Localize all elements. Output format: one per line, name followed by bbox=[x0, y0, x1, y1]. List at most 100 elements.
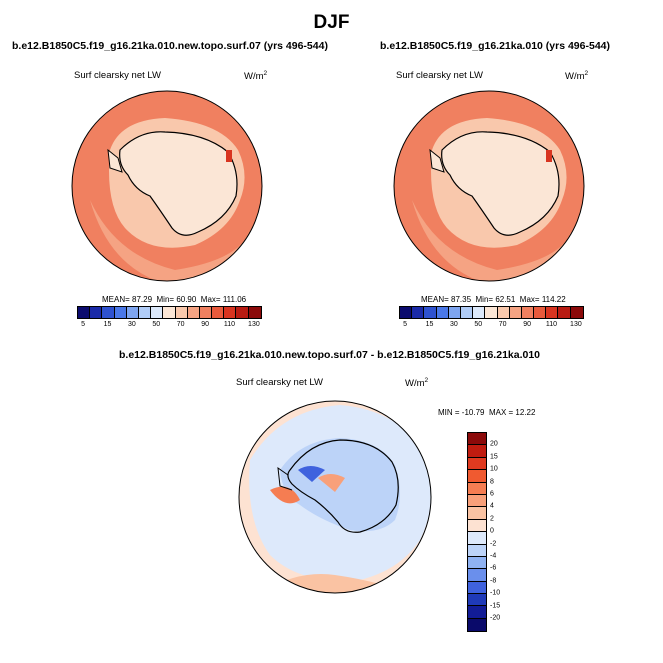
panel2-min: 62.51 bbox=[495, 295, 516, 304]
colorbar-tick-label: 15 bbox=[425, 321, 434, 328]
colorbar-tick-label: 6 bbox=[490, 490, 494, 498]
panel2-peninsula bbox=[429, 148, 445, 173]
colorbar-swatch bbox=[473, 307, 486, 318]
colorbar-tick-label: 70 bbox=[498, 321, 507, 328]
colorbar-swatch bbox=[212, 307, 225, 318]
colorbar-swatch bbox=[468, 569, 486, 582]
colorbar-tick-label: 5 bbox=[403, 321, 408, 328]
main-title: DJF bbox=[313, 12, 350, 33]
colorbar-swatch bbox=[509, 307, 522, 318]
colorbar-swatch bbox=[485, 307, 498, 318]
panel3-positive-spot bbox=[318, 474, 345, 492]
panel1-max-spot bbox=[226, 150, 232, 162]
colorbar-swatch bbox=[558, 307, 571, 318]
colorbar-swatch bbox=[468, 618, 486, 632]
colorbar-tick-label: -15 bbox=[490, 602, 501, 610]
panel2-band bbox=[412, 200, 572, 281]
panel1-map-border bbox=[71, 90, 263, 282]
panel1-title: b.e12.B1850C5.f19_g16.21ka.010.new.topo.… bbox=[12, 40, 328, 52]
colorbar-swatch bbox=[468, 581, 486, 595]
colorbar-swatch bbox=[78, 307, 91, 318]
panel1-stats: MEAN= 87.29 Min= 60.90 Max= 111.06 bbox=[102, 295, 247, 304]
colorbar-swatch bbox=[468, 594, 486, 607]
colorbar-swatch bbox=[448, 307, 461, 318]
colorbar-swatch bbox=[570, 307, 583, 318]
panel1-band bbox=[90, 200, 250, 281]
panel3-map-border bbox=[238, 400, 432, 594]
colorbar-tick-label: 130 bbox=[248, 321, 260, 328]
panel3-max: 12.22 bbox=[515, 408, 536, 417]
colorbar-swatch bbox=[468, 507, 486, 520]
colorbar-tick-label: 90 bbox=[523, 321, 531, 328]
panel1-peninsula bbox=[107, 148, 123, 173]
panel1-antarctica bbox=[119, 131, 238, 236]
colorbar-swatch bbox=[468, 606, 486, 619]
colorbar-tick-label: 30 bbox=[449, 321, 458, 328]
panel2-max-spot bbox=[546, 150, 552, 162]
colorbar-swatch bbox=[126, 307, 139, 318]
colorbar-tick-label: -8 bbox=[490, 577, 497, 585]
colorbar-swatch bbox=[521, 307, 535, 318]
panel3-min: -10.79 bbox=[461, 408, 485, 417]
panel2-colorbar-ticks: 5 15 30 50 70 90 110 130 bbox=[399, 321, 582, 331]
panel3-colorbar-ticks: 20 15 10 8 6 4 2 0 -2 -4 -6 -8 -10 -15 -20 bbox=[490, 432, 520, 632]
panel1-max: 111.06 bbox=[222, 295, 247, 304]
colorbar-swatch bbox=[236, 307, 249, 318]
panel3-title: b.e12.B1850C5.f19_g16.21ka.010.new.topo.… bbox=[119, 349, 541, 361]
colorbar-swatch bbox=[468, 519, 486, 533]
colorbar-swatch bbox=[546, 307, 559, 318]
colorbar-swatch bbox=[468, 544, 486, 557]
colorbar-tick-label: 50 bbox=[474, 321, 483, 328]
colorbar-swatch bbox=[163, 307, 176, 318]
colorbar-tick-label: 15 bbox=[490, 453, 498, 461]
colorbar-tick-label: 2 bbox=[490, 515, 494, 523]
colorbar-tick-label: 70 bbox=[176, 321, 185, 328]
panel1-min: 60.90 bbox=[176, 295, 197, 304]
colorbar-swatch bbox=[436, 307, 449, 318]
colorbar-swatch bbox=[497, 307, 510, 318]
colorbar-swatch bbox=[534, 307, 547, 318]
colorbar-tick-label: 10 bbox=[490, 465, 498, 473]
colorbar-swatch bbox=[199, 307, 213, 318]
colorbar-tick-label: -20 bbox=[490, 614, 501, 622]
panel3-peninsula-outline bbox=[277, 466, 293, 491]
panel1-units: W/m2 bbox=[244, 70, 268, 83]
colorbar-swatch bbox=[187, 307, 200, 318]
panel3-variable-label: Surf clearsky net LW bbox=[236, 377, 323, 388]
colorbar-swatch bbox=[468, 494, 486, 508]
panel3-stats: MIN = -10.79 MAX = 12.22 bbox=[438, 408, 536, 417]
panel2-max: 114.22 bbox=[541, 295, 566, 304]
panel2-stats: MEAN= 87.35 Min= 62.51 Max= 114.22 bbox=[421, 295, 566, 304]
colorbar-swatch bbox=[90, 307, 103, 318]
colorbar-swatch bbox=[468, 532, 486, 545]
panel1-colorbar bbox=[77, 306, 262, 319]
colorbar-tick-label: 0 bbox=[490, 527, 494, 535]
panel2-title: b.e12.B1850C5.f19_g16.21ka.010 (yrs 496-… bbox=[380, 40, 610, 52]
panel2-colorbar bbox=[399, 306, 584, 319]
colorbar-tick-label: -10 bbox=[490, 589, 501, 597]
panel2-map-border bbox=[393, 90, 585, 282]
colorbar-tick-label: 20 bbox=[490, 440, 498, 448]
panel2-mean: 87.35 bbox=[451, 295, 472, 304]
panel3-antarctica-outline bbox=[287, 439, 399, 533]
panel3-colorbar bbox=[467, 432, 487, 633]
panel3-south-band bbox=[265, 574, 400, 593]
panel3-units: W/m2 bbox=[405, 377, 429, 390]
panel3-max-spot bbox=[270, 486, 300, 504]
colorbar-swatch bbox=[468, 470, 486, 483]
colorbar-swatch bbox=[468, 445, 486, 458]
colorbar-tick-label: 110 bbox=[223, 321, 236, 328]
colorbar-tick-label: -4 bbox=[490, 552, 497, 560]
colorbar-swatch bbox=[102, 307, 115, 318]
colorbar-tick-label: 4 bbox=[490, 502, 494, 510]
colorbar-swatch bbox=[151, 307, 164, 318]
colorbar-swatch bbox=[175, 307, 188, 318]
panel1-colorbar-ticks: 5 15 30 50 70 90 110 130 bbox=[77, 321, 260, 331]
colorbar-tick-label: 15 bbox=[103, 321, 112, 328]
colorbar-swatch bbox=[424, 307, 437, 318]
colorbar-swatch bbox=[460, 307, 474, 318]
colorbar-swatch bbox=[114, 307, 127, 318]
colorbar-swatch bbox=[412, 307, 425, 318]
